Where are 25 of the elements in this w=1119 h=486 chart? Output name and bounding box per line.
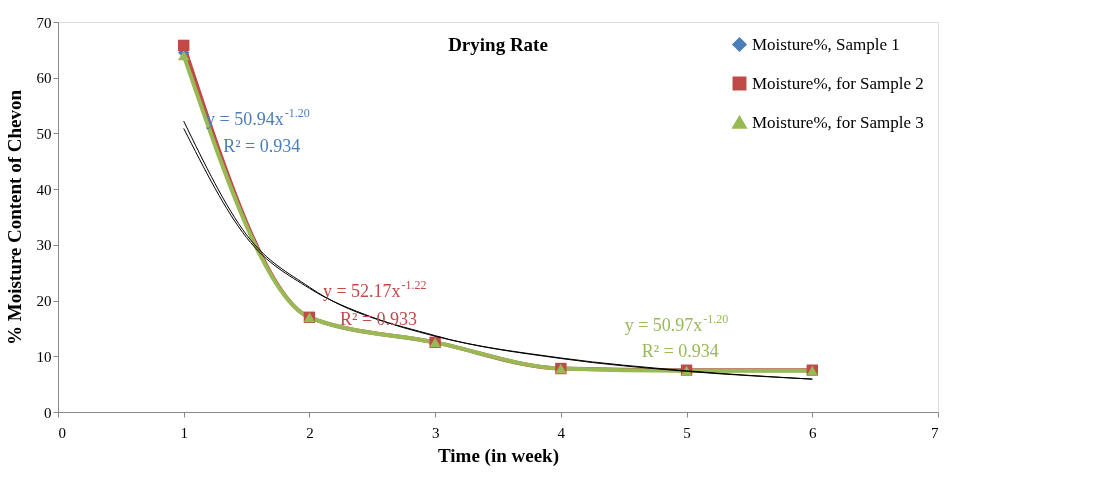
legend-label: Moisture%, for Sample 3 <box>752 112 924 132</box>
x-tick-label: 2 <box>306 424 314 441</box>
x-tick-label: 5 <box>683 424 691 441</box>
x-axis-title: Time (in week) <box>437 444 560 467</box>
annotation: R² = 0.934 <box>223 136 301 157</box>
text: Drying Rate <box>448 34 548 55</box>
legend-label: Moisture%, for Sample 2 <box>752 73 924 93</box>
y-tick-label: 40 <box>36 181 52 198</box>
y-tick-label: 30 <box>36 237 52 254</box>
annotation: R² = 0.934 <box>641 340 719 361</box>
y-tick-label: 20 <box>36 293 52 310</box>
x-tick-label: 4 <box>557 424 566 441</box>
y-tick-label: 60 <box>36 70 52 87</box>
x-tick-label: 6 <box>809 424 818 441</box>
y-tick-label: 70 <box>36 14 52 31</box>
x-tick-label: 3 <box>431 424 440 441</box>
y-tick-label: 10 <box>36 348 52 365</box>
legend-label: Moisture%, Sample 1 <box>752 34 900 54</box>
annotation: R² = 0.933 <box>340 309 418 330</box>
x-tick-label: 7 <box>931 424 939 441</box>
y-tick-label: 0 <box>44 404 52 421</box>
y-axis-title: % Moisture Content of Chevon <box>3 89 25 346</box>
y-tick-label: 50 <box>36 125 52 142</box>
x-tick-label: 1 <box>180 424 188 441</box>
x-tick-label: 0 <box>58 424 66 441</box>
